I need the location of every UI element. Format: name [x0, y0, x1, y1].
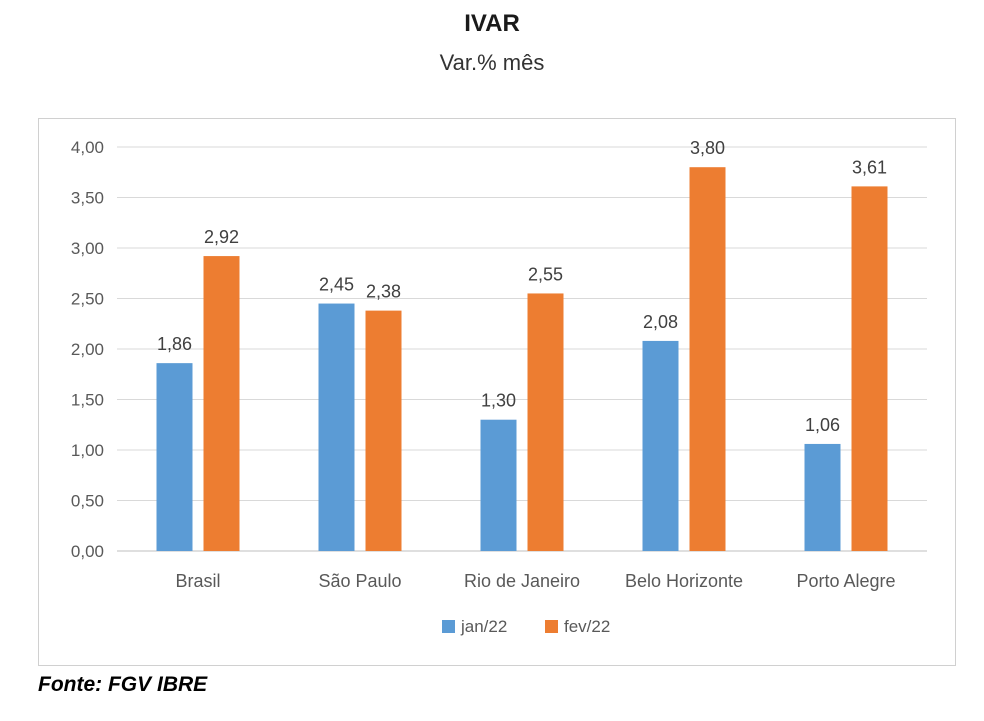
bar-fev-22	[203, 256, 240, 551]
chart-frame	[38, 118, 956, 666]
y-tick-label: 3,00	[71, 239, 104, 258]
bar-jan-22	[480, 419, 517, 551]
bar-jan-22	[642, 340, 679, 551]
data-label: 2,38	[366, 282, 401, 302]
source-note: Fonte: FGV IBRE	[38, 673, 208, 696]
y-tick-label: 4,00	[71, 138, 104, 157]
bar-jan-22	[318, 303, 355, 551]
y-tick-label: 0,50	[71, 492, 104, 511]
chart-title: IVAR	[464, 10, 520, 37]
x-category-label: Rio de Janeiro	[464, 571, 580, 591]
x-category-label: Porto Alegre	[796, 571, 895, 591]
y-tick-label: 3,50	[71, 189, 104, 208]
data-label: 2,08	[643, 312, 678, 332]
x-category-label: São Paulo	[318, 571, 401, 591]
data-label: 1,30	[481, 391, 516, 411]
data-label: 2,55	[528, 264, 563, 284]
y-tick-label: 1,00	[71, 441, 104, 460]
x-category-label: Brasil	[175, 571, 220, 591]
bar-fev-22	[365, 310, 402, 551]
bar-jan-22	[804, 443, 841, 551]
bar-fev-22	[851, 186, 888, 551]
y-tick-label: 2,50	[71, 290, 104, 309]
data-label: 1,86	[157, 334, 192, 354]
legend-label: jan/22	[460, 617, 507, 636]
data-label: 3,80	[690, 138, 725, 158]
data-label: 3,61	[852, 157, 887, 177]
legend-swatch	[442, 620, 455, 633]
x-category-label: Belo Horizonte	[625, 571, 743, 591]
legend-swatch	[545, 620, 558, 633]
data-label: 1,06	[805, 415, 840, 435]
chart-subtitle: Var.% mês	[439, 50, 545, 75]
bar-fev-22	[527, 293, 564, 551]
y-tick-label: 2,00	[71, 340, 104, 359]
bar-jan-22	[156, 363, 193, 551]
data-label: 2,92	[204, 227, 239, 247]
bar-fev-22	[689, 167, 726, 551]
y-tick-label: 0,00	[71, 542, 104, 561]
data-label: 2,45	[319, 275, 354, 295]
legend-label: fev/22	[564, 617, 610, 636]
y-tick-label: 1,50	[71, 391, 104, 410]
